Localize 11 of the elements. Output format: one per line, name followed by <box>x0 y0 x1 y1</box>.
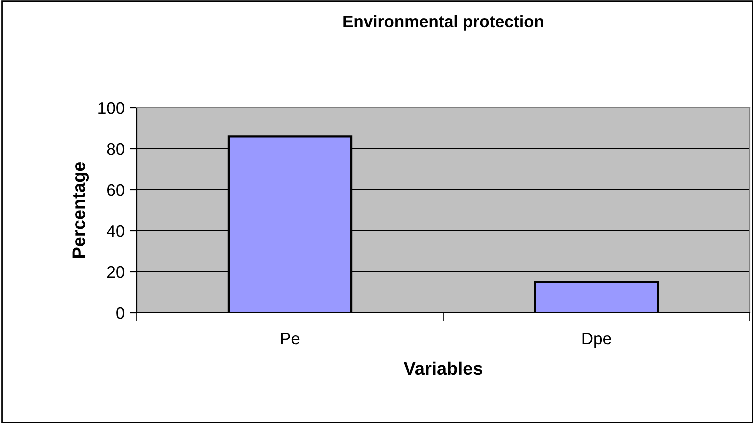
y-tick-label: 0 <box>116 307 125 320</box>
y-tick-label: 100 <box>98 102 125 114</box>
x-tick-label: Pe <box>281 333 300 345</box>
y-tick-label: 20 <box>107 266 125 278</box>
chart-title: Environmental protection <box>344 15 544 31</box>
y-tick-label: 60 <box>108 184 125 196</box>
y-tick-label: 80 <box>107 143 125 156</box>
x-tick-label: Dpe <box>582 333 612 348</box>
x-axis-title: Variables <box>404 362 482 376</box>
y-tick-label: 40 <box>107 225 125 238</box>
y-axis-title: Percentage <box>72 162 90 258</box>
